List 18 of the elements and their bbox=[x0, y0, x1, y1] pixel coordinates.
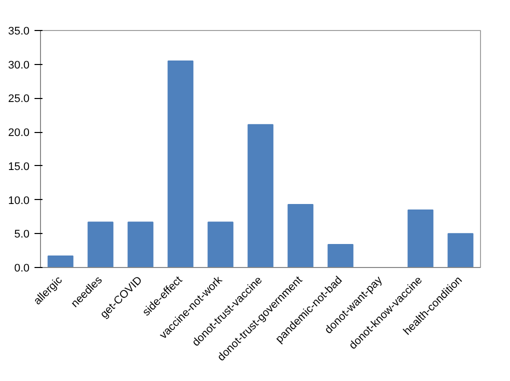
bar bbox=[168, 60, 194, 268]
y-tick-label: 10.0 bbox=[8, 194, 30, 207]
bar bbox=[248, 124, 274, 268]
y-tick-label: 15.0 bbox=[8, 160, 30, 173]
y-tick-label: 35.0 bbox=[8, 26, 30, 38]
bar bbox=[288, 204, 314, 268]
bar bbox=[128, 222, 154, 268]
y-tick-label: 20.0 bbox=[8, 127, 30, 140]
bar bbox=[208, 222, 234, 268]
bar bbox=[48, 255, 74, 268]
y-tick-label: 30.0 bbox=[8, 59, 30, 72]
bar bbox=[408, 209, 434, 268]
y-tick-label: 5.0 bbox=[14, 228, 30, 241]
y-tick-label: 25.0 bbox=[8, 93, 30, 106]
y-tick-label: 0.0 bbox=[14, 262, 30, 274]
bar bbox=[88, 222, 114, 268]
bar bbox=[448, 233, 474, 268]
bar bbox=[328, 244, 354, 268]
